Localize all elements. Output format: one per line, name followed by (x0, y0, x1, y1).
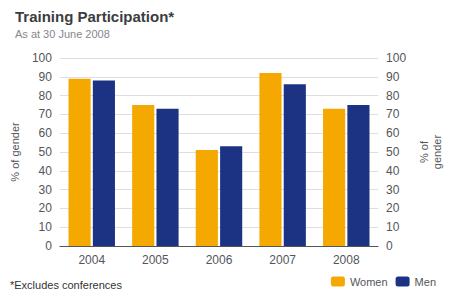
svg-text:Training Participation*: Training Participation* (15, 8, 174, 25)
svg-text:% of gender: % of gender (9, 122, 21, 182)
svg-text:gender: gender (431, 135, 443, 170)
svg-text:100: 100 (386, 51, 406, 65)
svg-text:90: 90 (39, 70, 53, 84)
svg-text:30: 30 (39, 183, 53, 197)
svg-text:20: 20 (39, 201, 53, 215)
svg-text:80: 80 (39, 89, 53, 103)
svg-text:30: 30 (386, 183, 400, 197)
svg-text:100: 100 (32, 51, 52, 65)
svg-text:50: 50 (39, 145, 53, 159)
svg-text:80: 80 (386, 89, 400, 103)
svg-text:2007: 2007 (269, 253, 296, 267)
svg-text:60: 60 (386, 126, 400, 140)
svg-text:70: 70 (39, 107, 53, 121)
svg-text:2008: 2008 (333, 253, 360, 267)
svg-text:Women: Women (350, 276, 388, 288)
svg-text:2004: 2004 (78, 253, 105, 267)
svg-text:40: 40 (39, 164, 53, 178)
svg-text:0: 0 (386, 239, 393, 253)
svg-text:60: 60 (39, 126, 53, 140)
svg-text:50: 50 (386, 145, 400, 159)
svg-text:10: 10 (386, 220, 400, 234)
svg-text:20: 20 (386, 201, 400, 215)
svg-text:*Excludes conferences: *Excludes conferences (10, 279, 122, 291)
svg-text:Men: Men (415, 276, 436, 288)
svg-text:90: 90 (386, 70, 400, 84)
svg-text:40: 40 (386, 164, 400, 178)
svg-text:% of: % of (418, 140, 430, 163)
svg-text:0: 0 (45, 239, 52, 253)
svg-text:As at 30 June 2008: As at 30 June 2008 (15, 28, 110, 40)
svg-text:2006: 2006 (206, 253, 233, 267)
svg-text:70: 70 (386, 107, 400, 121)
svg-text:2005: 2005 (142, 253, 169, 267)
svg-text:10: 10 (39, 220, 53, 234)
